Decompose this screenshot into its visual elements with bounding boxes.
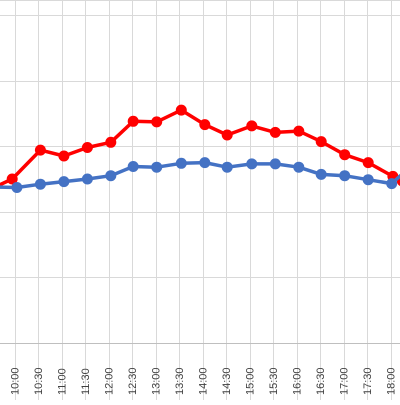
series-2-point [199, 157, 210, 168]
series-2-point [128, 161, 139, 172]
series-1-point [58, 151, 69, 162]
x-tick-label: 17:30 [362, 367, 374, 395]
x-tick-label: 16:00 [292, 367, 304, 395]
series-1-point [199, 119, 210, 130]
x-tick-label: 13:30 [174, 367, 186, 395]
series-2-point [246, 158, 257, 169]
series-1-point [35, 145, 46, 156]
x-tick-labels: 10:00 10:30 11:00 11:30 12:00 12:30 13:00 13:30… [10, 367, 400, 395]
series-2-point [222, 162, 233, 173]
series-1-point [222, 130, 233, 141]
x-tick-label: 10:00 [10, 367, 22, 395]
series-1-point [293, 126, 304, 137]
series-2-point [293, 162, 304, 173]
series-2-point [316, 169, 327, 180]
x-tick-label: 18:00 [386, 367, 398, 395]
series-1-point [363, 157, 374, 168]
x-tick-label: 17:00 [339, 367, 351, 395]
x-tick-label: 14:00 [198, 367, 210, 395]
x-tick-label: 15:00 [245, 367, 257, 395]
series-1-point [270, 127, 281, 138]
series-1-point [246, 120, 257, 131]
series-2-point [35, 179, 46, 190]
series-1-point [339, 149, 350, 160]
series-2-point [270, 158, 281, 169]
series-1-point [82, 142, 93, 153]
x-tick-label: 10:30 [33, 367, 45, 395]
series-1-point [128, 116, 139, 127]
series-2-point [176, 158, 187, 169]
series-2-point [339, 170, 350, 181]
x-tick-label: 11:00 [57, 368, 69, 395]
series-2-point [386, 178, 397, 189]
series-2-point [58, 176, 69, 187]
x-tick-label: 11:30 [80, 368, 92, 395]
series-2-point [151, 162, 162, 173]
series-2-point [363, 174, 374, 185]
x-tick-label: 14:30 [221, 367, 233, 395]
x-tick-label: 12:30 [127, 367, 139, 395]
series-1-point [176, 105, 187, 116]
series-2-point [82, 174, 93, 185]
x-tick-label: 12:00 [104, 367, 116, 395]
series-1-point [151, 116, 162, 127]
x-tick-label: 13:00 [151, 367, 163, 395]
series-1-point [105, 137, 116, 148]
series-2-point [11, 182, 22, 193]
series-1-point [316, 136, 327, 147]
x-tick-label: 15:30 [268, 367, 280, 395]
series-2-point [105, 170, 116, 181]
x-tick-label: 16:30 [315, 367, 327, 395]
